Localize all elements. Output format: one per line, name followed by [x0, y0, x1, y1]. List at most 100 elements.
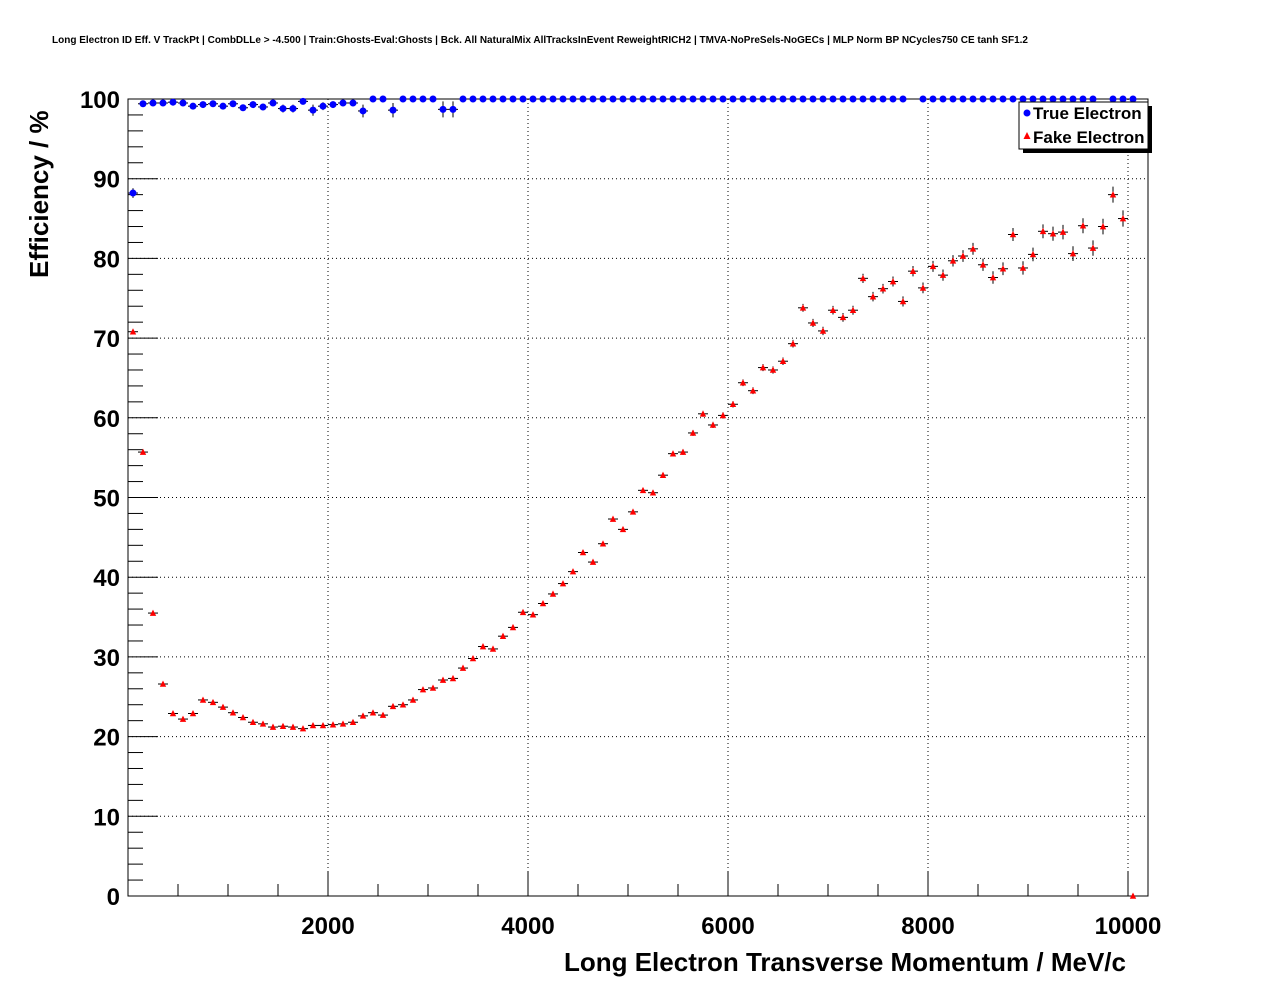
x-tick-label: 4000 — [501, 913, 554, 940]
data-point — [429, 684, 437, 691]
data-point — [809, 95, 817, 103]
data-point — [1039, 95, 1047, 103]
data-point — [1009, 95, 1017, 103]
data-point — [979, 261, 987, 268]
data-point — [1029, 95, 1037, 103]
data-point — [509, 95, 517, 103]
data-point — [219, 102, 227, 110]
data-point — [879, 285, 887, 292]
data-point — [1119, 95, 1127, 103]
data-point — [779, 95, 787, 103]
data-point — [269, 99, 277, 107]
data-point — [669, 450, 677, 457]
data-point — [389, 702, 397, 710]
data-point — [789, 95, 797, 103]
data-point — [999, 95, 1007, 103]
data-point — [709, 95, 717, 103]
data-point — [689, 429, 697, 436]
data-point — [399, 701, 407, 708]
data-point — [1049, 95, 1057, 103]
data-point — [799, 304, 807, 311]
data-point — [769, 366, 777, 373]
data-point — [639, 95, 647, 103]
y-tick-label: 30 — [93, 645, 120, 672]
data-point — [479, 95, 487, 103]
data-point — [829, 95, 837, 103]
data-point — [499, 632, 507, 639]
data-point — [769, 95, 777, 103]
data-series — [128, 95, 1138, 899]
data-point — [459, 664, 467, 671]
y-tick-labels: 0 10 20 30 40 50 60 70 80 90 100 — [80, 87, 120, 911]
data-point — [359, 712, 367, 719]
x-tick-label: 6000 — [701, 913, 754, 940]
data-point — [819, 327, 827, 334]
data-point — [749, 95, 757, 103]
data-point — [849, 306, 857, 314]
data-point — [419, 686, 427, 693]
chart-title: Long Electron ID Eff. V TrackPt | CombDL… — [52, 35, 1028, 46]
data-point — [1099, 223, 1107, 230]
data-point — [1049, 230, 1057, 237]
data-point — [809, 319, 817, 326]
y-tick-label: 50 — [93, 486, 120, 513]
data-point — [259, 720, 267, 727]
x-tick-label: 2000 — [301, 913, 354, 940]
data-point — [259, 103, 267, 111]
data-point — [989, 95, 997, 103]
data-point — [839, 95, 847, 103]
data-point — [329, 101, 337, 109]
data-point — [269, 723, 277, 730]
data-point — [249, 101, 257, 109]
data-point — [339, 99, 347, 107]
data-point — [529, 95, 537, 103]
data-point — [279, 722, 287, 730]
data-point — [519, 95, 527, 103]
data-point — [589, 95, 597, 103]
data-point — [189, 709, 197, 717]
data-point — [489, 95, 497, 103]
data-point — [609, 95, 617, 103]
data-point — [569, 568, 577, 575]
data-point — [179, 715, 187, 722]
legend-true-electron-marker — [1023, 109, 1031, 117]
data-point — [349, 718, 357, 726]
data-point — [829, 306, 837, 314]
legend-fake-electron-marker — [1023, 132, 1031, 139]
data-point — [599, 540, 607, 547]
data-point — [979, 95, 987, 103]
data-point — [599, 95, 607, 103]
data-point — [289, 723, 297, 730]
data-point — [929, 262, 937, 270]
data-point — [1069, 250, 1077, 257]
data-point — [939, 271, 947, 278]
data-point — [309, 721, 317, 729]
data-point — [659, 95, 667, 103]
data-point — [429, 95, 437, 103]
data-point — [579, 548, 587, 556]
data-point — [689, 95, 697, 103]
data-point — [399, 95, 407, 103]
data-point — [389, 106, 397, 114]
y-tick-label: 100 — [80, 87, 120, 114]
data-point — [339, 720, 347, 727]
data-point — [239, 713, 247, 721]
data-point — [719, 95, 727, 103]
data-point — [899, 297, 907, 305]
data-point — [229, 100, 237, 108]
legend-fake-electron-label: Fake Electron — [1033, 128, 1145, 147]
data-point — [229, 709, 237, 716]
data-point — [959, 95, 967, 103]
data-point — [699, 410, 707, 417]
data-point — [719, 411, 727, 419]
data-point — [799, 95, 807, 103]
data-point — [629, 508, 637, 515]
data-point — [739, 379, 747, 386]
data-point — [299, 97, 307, 105]
data-point — [639, 486, 647, 494]
data-point — [899, 95, 907, 103]
data-point — [169, 709, 177, 717]
data-point — [1059, 95, 1067, 103]
legend-box — [1018, 101, 1149, 150]
data-point — [319, 721, 327, 729]
